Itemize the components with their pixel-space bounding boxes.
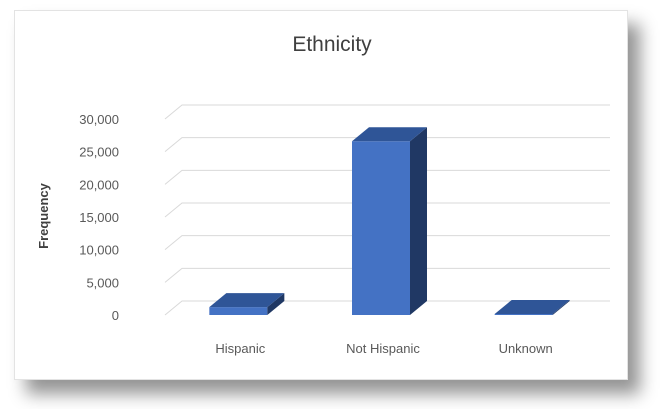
gridlines (164, 104, 610, 316)
bar-side-hispanic (267, 293, 285, 315)
x-tick-label: Unknown (499, 341, 553, 356)
y-axis-label: Frequency (36, 182, 51, 249)
bar-front-hispanic (209, 307, 268, 315)
bar-top-not-hispanic (352, 127, 427, 142)
gridline (164, 169, 610, 185)
y-tick-label: 0 (112, 308, 119, 323)
gridline (164, 104, 610, 120)
y-tick-label: 30,000 (79, 112, 119, 127)
y-tick-label: 20,000 (79, 177, 119, 192)
gridline (164, 202, 610, 218)
x-axis-ticks: Hispanic Not Hispanic Unknown (215, 341, 552, 356)
bar-top-hispanic (209, 293, 285, 308)
x-tick-label: Not Hispanic (346, 341, 420, 356)
y-tick-label: 10,000 (79, 243, 119, 258)
bar-side-unknown (552, 300, 570, 315)
gridline (164, 267, 610, 283)
bar-front-not-hispanic (352, 141, 410, 315)
y-tick-label: 5,000 (86, 275, 119, 290)
bar-front-unknown (494, 314, 553, 315)
y-axis-ticks: 0 5,000 10,000 15,000 20,000 25,000 30,000 (79, 112, 119, 323)
chart-card: Ethnicity Frequency 0 5,000 10,000 15,000 20… (14, 10, 628, 380)
chart: Ethnicity Frequency 0 5,000 10,000 15,000 20… (36, 33, 610, 356)
gridline (164, 137, 610, 153)
y-tick-label: 15,000 (79, 210, 119, 225)
bar-top-unknown (494, 300, 570, 315)
gridline (164, 235, 610, 251)
gridline (164, 300, 610, 316)
bars (209, 127, 570, 315)
bar-side-not-hispanic (410, 127, 427, 315)
chart-title: Ethnicity (292, 33, 372, 56)
y-tick-label: 25,000 (79, 145, 119, 160)
x-tick-label: Hispanic (215, 341, 265, 356)
